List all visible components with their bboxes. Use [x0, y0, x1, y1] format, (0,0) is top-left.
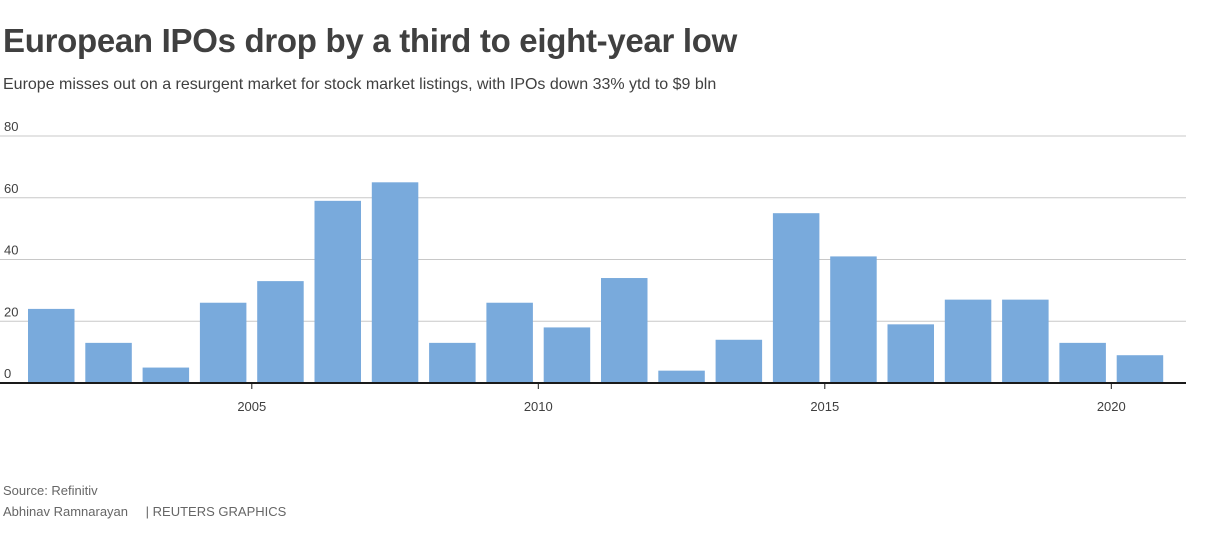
x-tick-label-2020: 2020	[1097, 399, 1126, 414]
bar-2017	[944, 299, 992, 383]
bar-2011	[601, 278, 648, 383]
y-tick-label-40: 40	[4, 243, 18, 258]
bar-2001	[28, 308, 75, 383]
bar-2008	[429, 342, 476, 383]
bar-2015	[830, 256, 877, 383]
y-axis-ticks: 0 20 40 60 80	[4, 119, 18, 381]
author-name: Abhinav Ramnarayan	[3, 504, 129, 519]
bar-chart: 0 20 40 60 80 2005 2010 2015 2020	[0, 119, 1186, 414]
bar-2019	[1059, 342, 1106, 383]
bar-2020	[1116, 355, 1164, 383]
bar-2013	[715, 339, 763, 383]
bar-2002	[85, 342, 132, 383]
credit-separator: |	[145, 504, 150, 519]
bar-2009	[486, 302, 533, 383]
source-note: Source: Refinitiv	[3, 483, 98, 498]
bar-2010	[543, 327, 591, 383]
x-tick-label-2005: 2005	[237, 399, 266, 414]
x-axis-ticks: 2005 2010 2015 2020	[237, 383, 1126, 414]
y-tick-label-20: 20	[4, 304, 18, 319]
bar-2004	[199, 302, 247, 383]
x-tick-label-2010: 2010	[524, 399, 553, 414]
y-tick-label-60: 60	[4, 181, 18, 196]
gridlines	[0, 135, 1186, 322]
bar-2018	[1002, 299, 1049, 383]
byline: Abhinav Ramnarayan | REUTERS GRAPHICS	[3, 504, 286, 519]
y-tick-label-80: 80	[4, 119, 18, 134]
chart-subtitle: Europe misses out on a resurgent market …	[3, 76, 717, 93]
bar-2016	[887, 324, 934, 383]
bar-2005	[257, 281, 304, 383]
y-tick-label-0: 0	[4, 366, 11, 381]
bar-2012	[658, 370, 705, 383]
bars	[0, 182, 1186, 384]
bar-2006	[314, 200, 361, 383]
bar-2007	[371, 182, 419, 383]
credit-label: REUTERS GRAPHICS	[152, 504, 287, 519]
x-tick-label-2015: 2015	[810, 399, 839, 414]
bar-2014	[772, 213, 820, 383]
chart-title: European IPOs drop by a third to eight-y…	[3, 22, 737, 59]
bar-2003	[142, 367, 190, 383]
